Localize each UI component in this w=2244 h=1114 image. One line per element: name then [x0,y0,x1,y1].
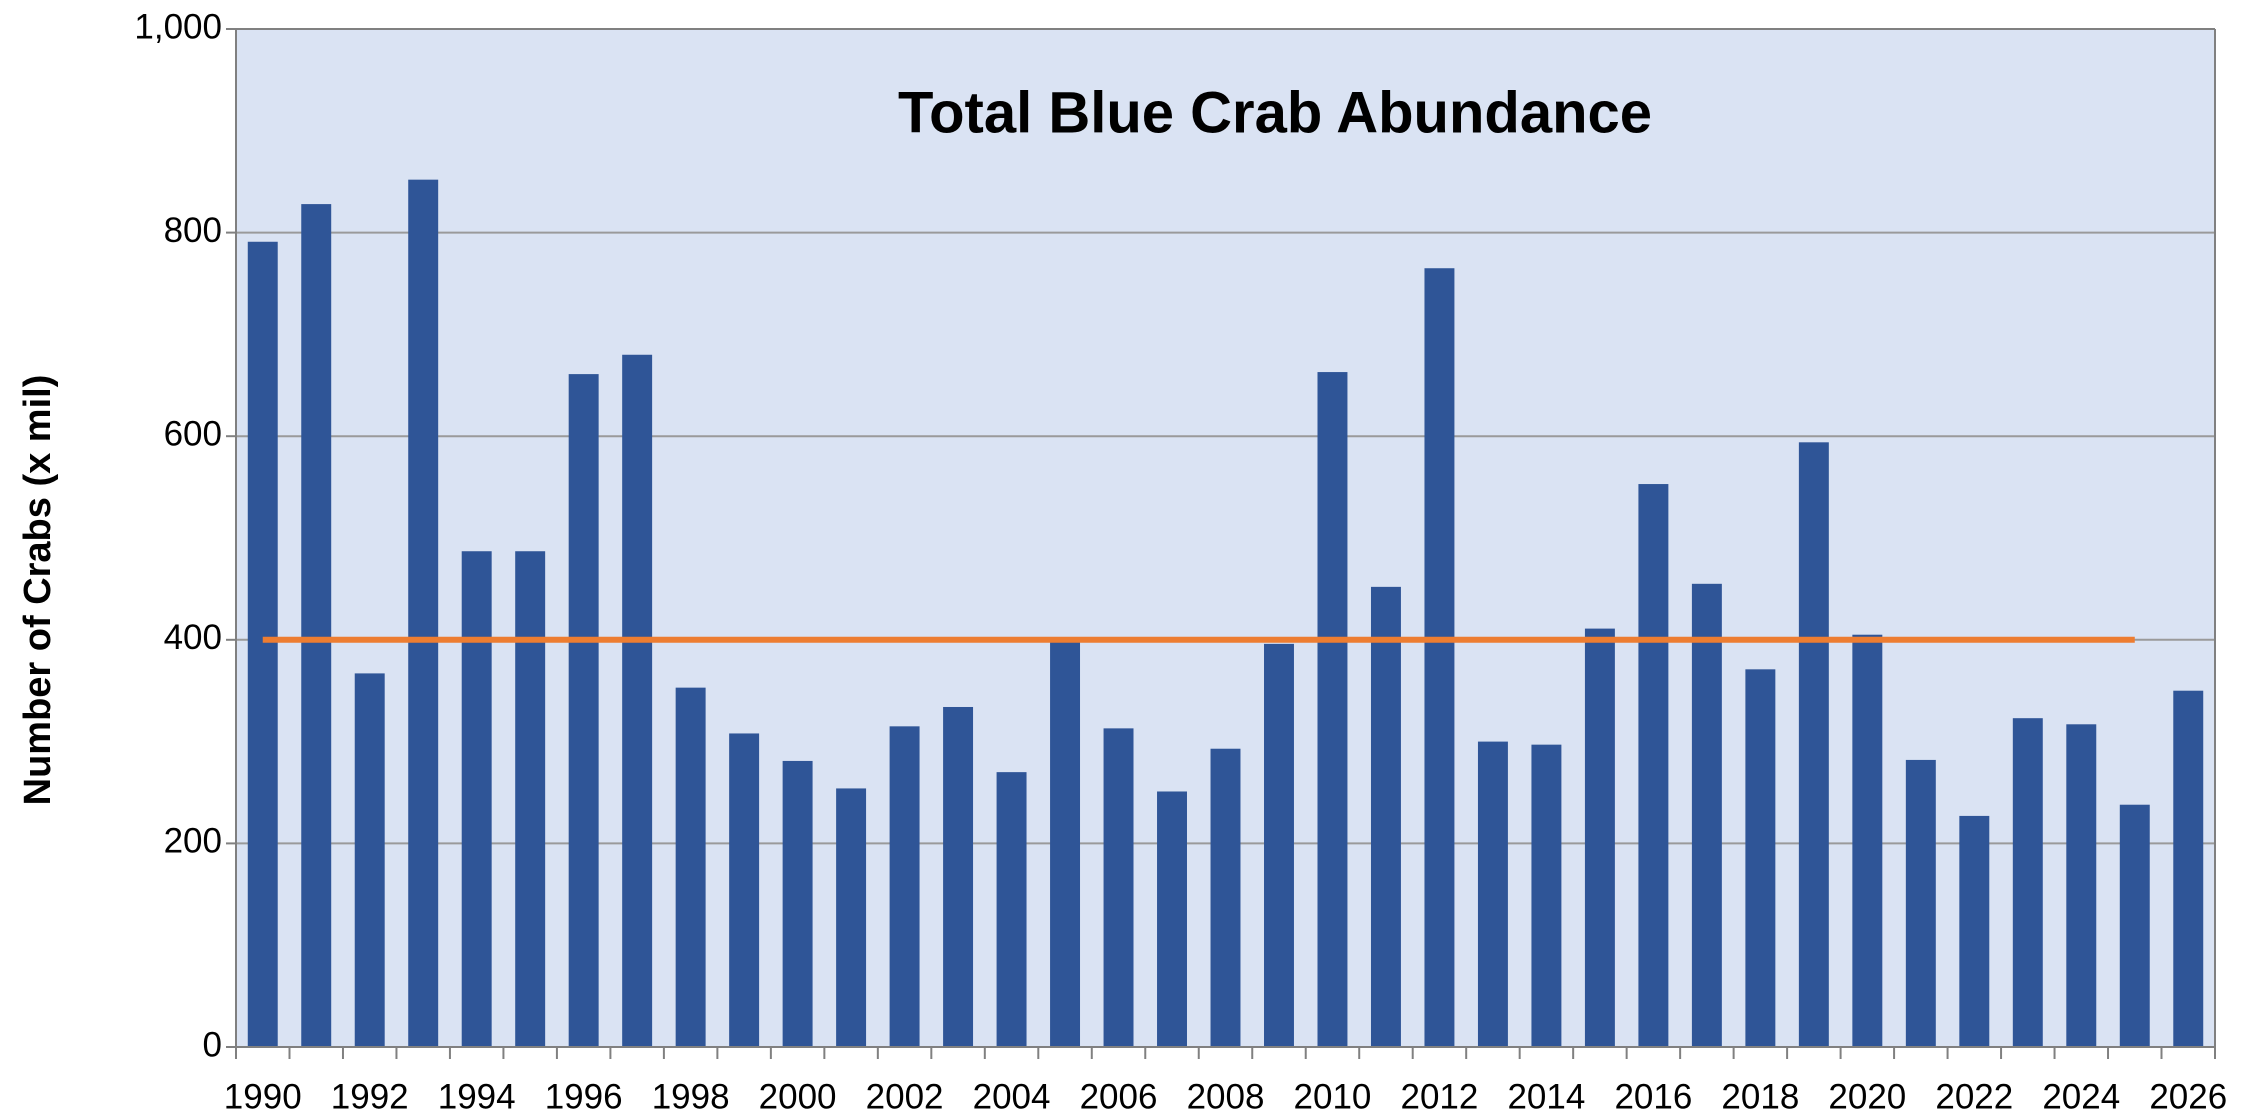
y-tick-label: 600 [164,414,222,453]
bar [247,241,278,1048]
bar [943,706,974,1047]
bar [729,733,760,1047]
y-tick-label: 0 [203,1025,222,1064]
y-axis-label: Number of Crabs (x mil) [17,375,59,806]
bar [836,788,867,1047]
bar [996,772,1027,1047]
x-tick-label: 2020 [1828,1077,1906,1114]
bar [354,673,385,1047]
bar [1210,748,1241,1047]
bar [1477,741,1508,1047]
bar [1370,586,1401,1047]
chart-title: Total Blue Crab Abundance [898,80,1652,145]
bar [622,354,653,1047]
x-tick-label: 2024 [2042,1077,2120,1114]
bar [515,551,546,1047]
x-tick-label: 2010 [1294,1077,1372,1114]
bar [1691,583,1722,1047]
x-tick-label: 2016 [1614,1077,1692,1114]
bar [1798,442,1829,1048]
bar [301,204,332,1047]
x-tick-label: 2000 [759,1077,837,1114]
x-tick-label: 2002 [866,1077,944,1114]
y-tick-label: 800 [164,211,222,250]
y-tick-label: 400 [164,618,222,657]
x-tick-label: 2026 [2149,1077,2227,1114]
x-tick-label: 2008 [1187,1077,1265,1114]
bar [2173,690,2204,1047]
bar [1157,791,1187,1047]
x-tick-label: 2004 [973,1077,1051,1114]
bar [889,726,920,1047]
x-tick-label: 2018 [1721,1077,1799,1114]
x-tick-label: 1990 [224,1077,302,1114]
x-tick-label: 1992 [331,1077,409,1114]
x-tick-label: 1996 [545,1077,623,1114]
bar [408,179,439,1047]
bar [1317,372,1348,1047]
bar [1103,728,1134,1047]
x-tick-label: 1994 [438,1077,516,1114]
bar [568,374,599,1047]
x-tick-label: 2012 [1401,1077,1479,1114]
bar [2012,718,2043,1047]
bar [2119,804,2150,1047]
bar [1264,643,1294,1047]
bar [1424,268,1455,1048]
x-tick-label: 1998 [652,1077,730,1114]
bar [1050,639,1081,1047]
x-tick-label: 2022 [1935,1077,2013,1114]
x-tick-label: 2006 [1080,1077,1158,1114]
bar [782,760,813,1047]
y-tick-label: 1,000 [134,7,222,46]
bar [1638,484,1669,1047]
bar [461,551,492,1047]
bar [675,687,706,1047]
bar [1745,669,1776,1047]
y-tick-label: 200 [164,822,222,861]
bar [2066,724,2097,1047]
x-tick-label: 2014 [1507,1077,1585,1114]
bar [1531,744,1562,1047]
bar [1852,634,1883,1047]
bar [1905,759,1936,1047]
bar [1584,628,1615,1047]
bar [1959,815,1990,1047]
